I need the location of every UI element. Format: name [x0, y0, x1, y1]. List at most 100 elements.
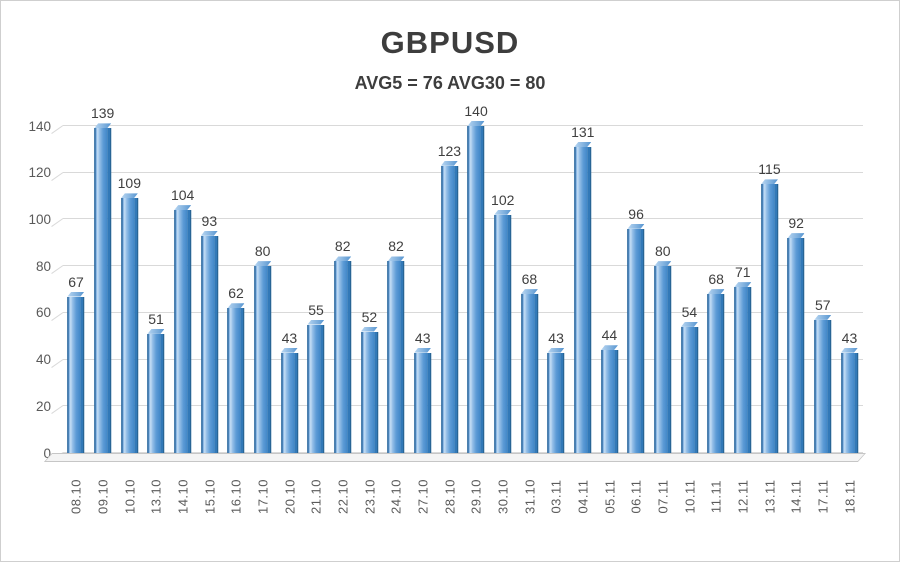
- bar-front-face: [627, 228, 641, 453]
- bar-slot: 62 16.10: [223, 126, 250, 514]
- bar-front-face: [120, 198, 134, 453]
- bar-side-face: [613, 350, 618, 453]
- bar-front-face: [547, 352, 561, 453]
- bar-front-face: [814, 319, 828, 453]
- bar-slot: 140 29.10: [463, 104, 490, 514]
- bar-value-label: 92: [788, 215, 804, 232]
- bar-slot: 80 07.11: [650, 126, 677, 514]
- x-axis-label: 27.10: [415, 478, 431, 515]
- bar-front-face: [760, 184, 774, 453]
- bar-slot: 115 13.11: [756, 126, 783, 513]
- bar-front-face: [200, 235, 214, 453]
- bar-top-face: [254, 261, 272, 267]
- bar-slot: 139 09.10: [90, 106, 117, 514]
- bar-top-face: [334, 256, 352, 262]
- bar: 43: [280, 331, 298, 453]
- bar-top-face: [360, 326, 378, 332]
- x-axis-label: 14.10: [175, 478, 191, 515]
- bar: 68: [520, 272, 538, 453]
- x-axis-label: 29.10: [468, 478, 484, 515]
- bar: 131: [571, 125, 594, 453]
- bar-value-label: 71: [734, 264, 751, 281]
- bar-slot: 93 15.10: [196, 126, 223, 514]
- bar-top-face: [574, 142, 592, 148]
- gridline: [63, 452, 863, 453]
- bar-value-label: 109: [117, 175, 142, 192]
- x-axis-label: 03.11: [548, 479, 564, 514]
- x-axis-label: 20.10: [282, 478, 298, 515]
- bar-top-face: [147, 328, 165, 334]
- bar-front-face: [467, 126, 481, 453]
- bar-value-label: 82: [388, 238, 404, 255]
- x-axis-label: 09.10: [95, 478, 111, 515]
- bar-side-face: [427, 352, 432, 453]
- bar-front-face: [227, 308, 241, 453]
- bar-side-face: [240, 308, 245, 453]
- bar-top-face: [227, 303, 245, 309]
- bar-top-face: [174, 205, 192, 211]
- bar-top-face: [200, 230, 218, 236]
- bar-slot: 92 14.11: [783, 126, 810, 514]
- bar-slot: 109 10.10: [116, 126, 143, 514]
- bar-top-face: [707, 289, 725, 295]
- x-axis-label: 24.10: [388, 478, 404, 515]
- bar-value-label: 131: [571, 124, 595, 141]
- bar: 71: [734, 265, 752, 453]
- bar-slot: 43 27.10: [410, 126, 437, 514]
- bar-value-label: 62: [228, 285, 244, 302]
- bar: 57: [814, 298, 832, 453]
- bar-front-face: [707, 294, 721, 453]
- bar-top-face: [814, 314, 832, 320]
- bar-side-face: [720, 294, 725, 453]
- bar-side-face: [133, 198, 138, 453]
- bar-front-face: [414, 352, 428, 453]
- x-axis-label: 30.10: [495, 478, 511, 515]
- bar: 140: [464, 104, 488, 453]
- bar-slot: 43 03.11: [543, 126, 570, 514]
- bar-top-face: [467, 121, 485, 126]
- bar-front-face: [654, 266, 668, 453]
- bar-value-label: 55: [308, 301, 324, 318]
- bar-value-label: 82: [334, 238, 351, 255]
- bar: 62: [227, 286, 245, 453]
- bar-front-face: [67, 296, 81, 453]
- bar-value-label: 80: [654, 243, 671, 260]
- bar-side-face: [80, 296, 85, 453]
- bar: 93: [200, 214, 218, 453]
- bar-side-face: [267, 266, 272, 453]
- bar-side-face: [507, 214, 512, 453]
- bar-side-face: [213, 235, 218, 453]
- bar-slot: 54 10.11: [676, 126, 703, 514]
- bar-side-face: [800, 238, 805, 453]
- bar: 115: [758, 162, 781, 453]
- y-axis-label: 40: [35, 351, 51, 367]
- bar: 123: [438, 144, 461, 453]
- bar-front-face: [600, 350, 614, 453]
- x-axis-label: 13.10: [148, 478, 164, 515]
- bar: 51: [147, 312, 165, 453]
- bar: 44: [600, 328, 618, 453]
- x-axis-label: 17.10: [255, 478, 271, 515]
- bar-top-face: [67, 291, 85, 297]
- x-axis-label: 17.11: [815, 479, 831, 514]
- bar: 139: [91, 106, 114, 453]
- bar-top-face: [387, 256, 405, 262]
- bar-value-label: 54: [681, 303, 698, 320]
- bar-top-face: [654, 261, 672, 267]
- bar-side-face: [640, 228, 645, 453]
- bar-front-face: [174, 210, 188, 453]
- bar: 92: [787, 216, 805, 453]
- bar-value-label: 43: [841, 329, 858, 346]
- x-axis-label: 06.11: [628, 479, 644, 514]
- bar-front-face: [280, 352, 294, 453]
- bar-slot: 102 30.10: [490, 126, 517, 514]
- bar-slot: 57 17.11: [810, 126, 837, 514]
- bar-slot: 131 04.11: [570, 125, 597, 514]
- bar: 43: [547, 331, 565, 453]
- bar-slot: 68 31.10: [516, 126, 543, 514]
- y-axis-label: 120: [28, 164, 51, 180]
- bar-slot: 123 28.10: [436, 126, 463, 514]
- x-axis-label: 22.10: [335, 478, 351, 515]
- bar-side-face: [560, 352, 565, 453]
- bar: 82: [387, 239, 405, 453]
